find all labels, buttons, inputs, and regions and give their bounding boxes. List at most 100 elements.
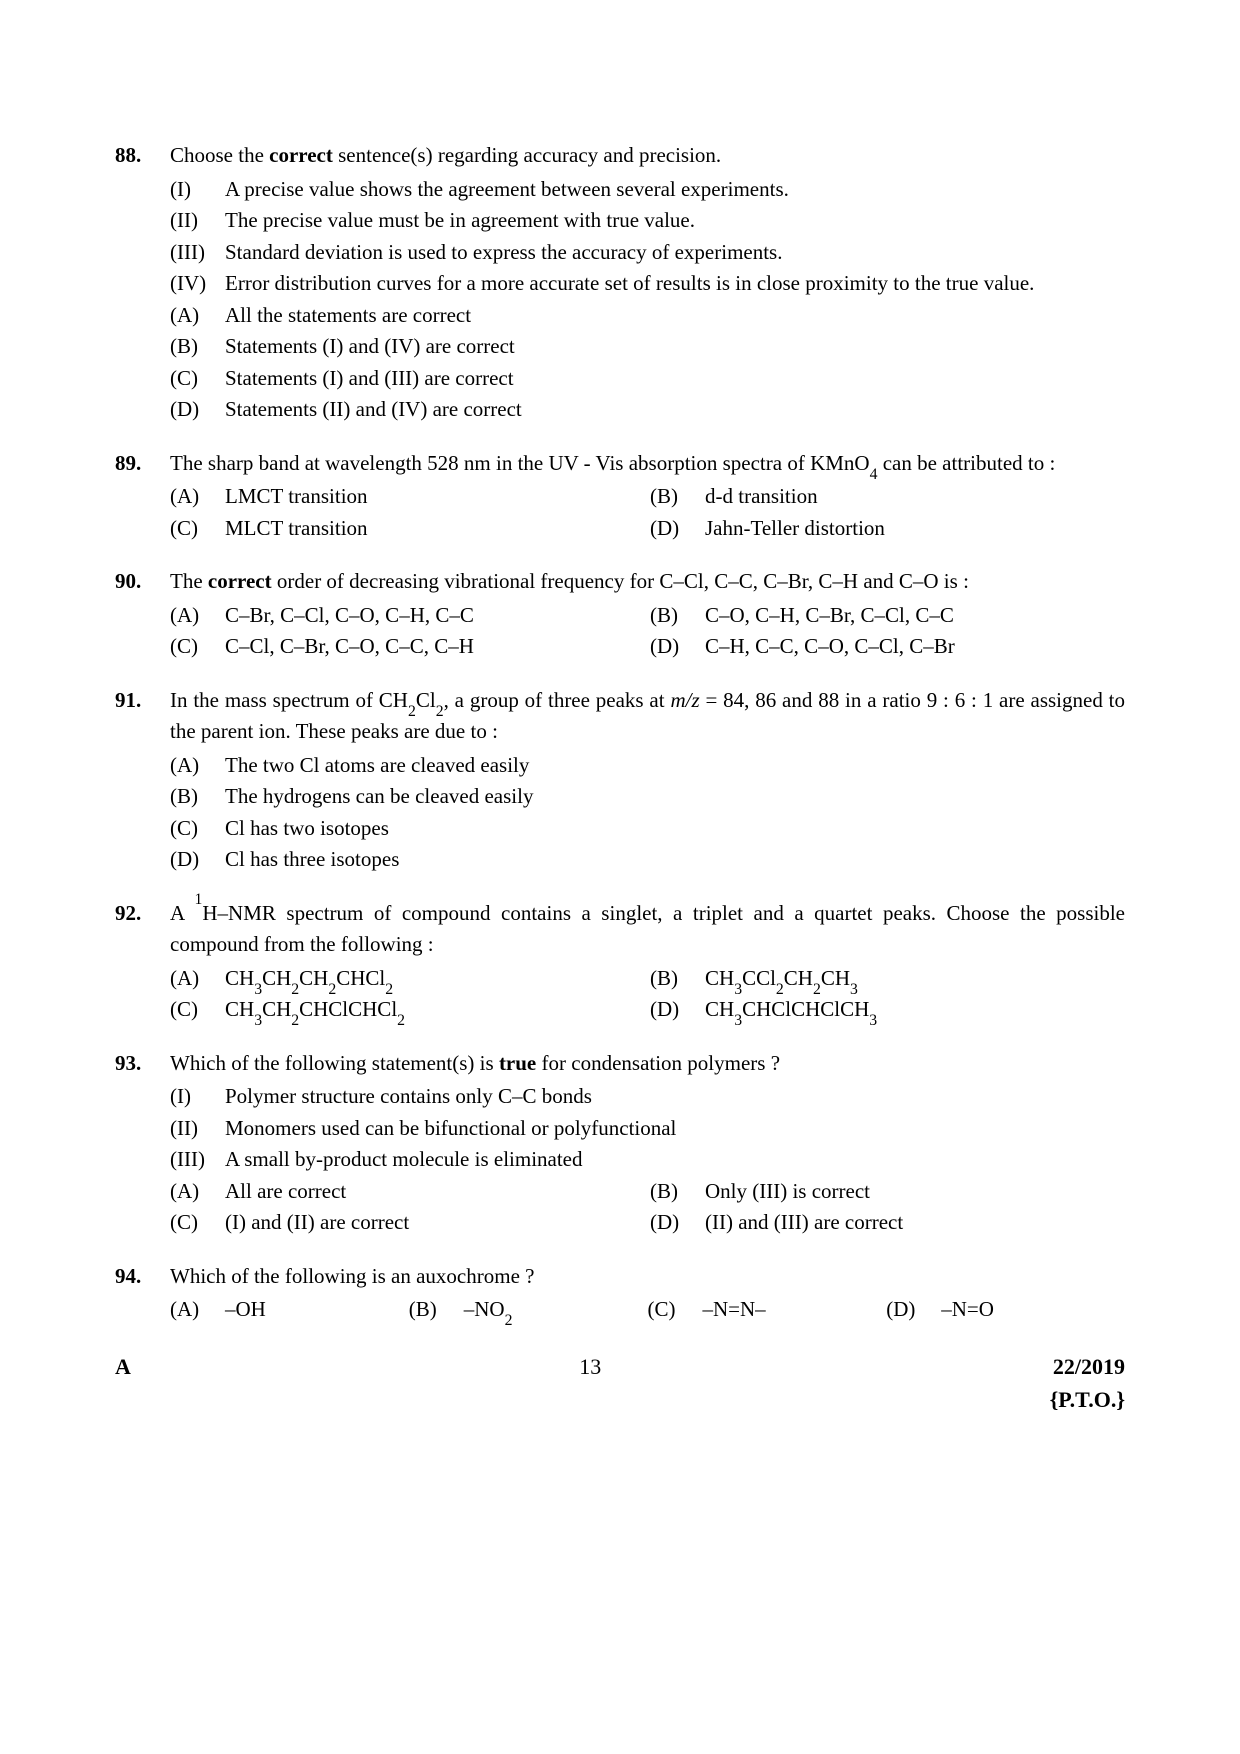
qnum: 93. [115,1048,170,1239]
roman-list: (I)A precise value shows the agreement b… [170,174,1125,300]
paper-code: 22/2019 [1050,1350,1125,1383]
option-d: (D) CH3CHClCHClCH3 [650,994,1125,1026]
footer-left: A [115,1350,131,1383]
opt-label: (A) [170,963,225,995]
stem-text: , a group of three peaks at [444,688,671,712]
qbody: Which of the following is an auxochrome … [170,1261,1125,1326]
qnum: 94. [115,1261,170,1326]
option-b: (B)C–O, C–H, C–Br, C–Cl, C–C [650,600,1125,632]
opt-label: (D) [650,1207,705,1239]
roman-item: (III)Standard deviation is used to expre… [170,237,1125,269]
roman-label: (I) [170,174,225,206]
opt-text: The two Cl atoms are cleaved easily [225,750,1125,782]
roman-item: (I)Polymer structure contains only C–C b… [170,1081,1125,1113]
opt-label: (B) [170,331,225,363]
option-b: (B) CH3CCl2CH2CH3 [650,963,1125,995]
stem: The correct order of decreasing vibratio… [170,566,1125,598]
question-89: 89. The sharp band at wavelength 528 nm … [115,448,1125,545]
roman-item: (IV)Error distribution curves for a more… [170,268,1125,300]
option-d: (D)Cl has three isotopes [170,844,1125,876]
superscript: 1 [195,891,203,908]
qbody: Which of the following statement(s) is t… [170,1048,1125,1239]
option-b: (B)–NO2 [409,1294,648,1326]
subscript: 2 [436,703,444,720]
opt-label: (B) [650,1176,705,1208]
roman-text: Monomers used can be bifunctional or pol… [225,1113,1125,1145]
opt-label: (A) [170,600,225,632]
roman-label: (I) [170,1081,225,1113]
opt-label: (D) [886,1294,941,1326]
subscript: 4 [870,466,878,483]
stem-bold: true [499,1051,536,1075]
footer-page-number: 13 [131,1350,1050,1383]
roman-label: (III) [170,1144,225,1176]
roman-item: (III)A small by-product molecule is elim… [170,1144,1125,1176]
mz: m/z [670,688,699,712]
stem: In the mass spectrum of CH2Cl2, a group … [170,685,1125,748]
qbody: In the mass spectrum of CH2Cl2, a group … [170,685,1125,876]
opt-text: Cl has two isotopes [225,813,1125,845]
opt-text: C–O, C–H, C–Br, C–Cl, C–C [705,600,1125,632]
opt-text: MLCT transition [225,513,650,545]
opt-text: All the statements are correct [225,300,1125,332]
opt-text: CH3CCl2CH2CH3 [705,963,1125,995]
opt-text: C–Cl, C–Br, C–O, C–C, C–H [225,631,650,663]
option-a: (A)All the statements are correct [170,300,1125,332]
opt-label: (C) [170,994,225,1026]
opt-text: CH3CH2CH2CHCl2 [225,963,650,995]
options-row: (A)All are correct (B)Only (III) is corr… [170,1176,1125,1208]
pto: {P.T.O.} [1050,1383,1125,1416]
roman-text: A precise value shows the agreement betw… [225,174,1125,206]
roman-item: (II)Monomers used can be bifunctional or… [170,1113,1125,1145]
roman-label: (II) [170,1113,225,1145]
stem-text: Which of the following statement(s) is [170,1051,499,1075]
options-row: (A)LMCT transition (B)d-d transition [170,481,1125,513]
stem: Choose the correct sentence(s) regarding… [170,140,1125,172]
question-92: 92. A 1H–NMR spectrum of compound contai… [115,898,1125,1026]
stem: Which of the following statement(s) is t… [170,1048,1125,1080]
qbody: Choose the correct sentence(s) regarding… [170,140,1125,426]
footer-right: 22/2019 {P.T.O.} [1050,1350,1125,1416]
question-93: 93. Which of the following statement(s) … [115,1048,1125,1239]
opt-label: (B) [409,1294,464,1326]
roman-label: (IV) [170,268,225,300]
options-row: (C)C–Cl, C–Br, C–O, C–C, C–H (D)C–H, C–C… [170,631,1125,663]
option-c: (C)Statements (I) and (III) are correct [170,363,1125,395]
opt-text: d-d transition [705,481,1125,513]
roman-label: (III) [170,237,225,269]
option-d: (D)–N=O [886,1294,1125,1326]
roman-text: Error distribution curves for a more acc… [225,268,1125,300]
exam-page: 88. Choose the correct sentence(s) regar… [0,0,1240,1476]
stem-text: In the mass spectrum of CH [170,688,408,712]
question-91: 91. In the mass spectrum of CH2Cl2, a gr… [115,685,1125,876]
qnum: 92. [115,898,170,1026]
roman-text: The precise value must be in agreement w… [225,205,1125,237]
option-c: (C)Cl has two isotopes [170,813,1125,845]
stem-text: Choose the [170,143,269,167]
stem-text: order of decreasing vibrational frequenc… [272,569,969,593]
option-d: (D)C–H, C–C, C–O, C–Cl, C–Br [650,631,1125,663]
roman-text: Standard deviation is used to express th… [225,237,1125,269]
opt-text: –N=O [941,1294,1125,1326]
stem-text: sentence(s) regarding accuracy and preci… [333,143,721,167]
option-a: (A)The two Cl atoms are cleaved easily [170,750,1125,782]
opt-label: (B) [650,963,705,995]
opt-label: (C) [648,1294,703,1326]
question-94: 94. Which of the following is an auxochr… [115,1261,1125,1326]
opt-label: (C) [170,513,225,545]
opt-text: C–H, C–C, C–O, C–Cl, C–Br [705,631,1125,663]
subscript: 2 [505,1312,513,1329]
opt-label: (C) [170,1207,225,1239]
opt-text: The hydrogens can be cleaved easily [225,781,1125,813]
question-90: 90. The correct order of decreasing vibr… [115,566,1125,663]
qnum: 90. [115,566,170,663]
options-row: (A) CH3CH2CH2CHCl2 (B) CH3CCl2CH2CH3 [170,963,1125,995]
option-a: (A)LMCT transition [170,481,650,513]
opt-label: (B) [170,781,225,813]
question-88: 88. Choose the correct sentence(s) regar… [115,140,1125,426]
opt-label: (C) [170,813,225,845]
opt-label: (D) [650,513,705,545]
stem: A 1H–NMR spectrum of compound contains a… [170,898,1125,961]
stem-text: The sharp band at wavelength 528 nm in t… [170,451,870,475]
options-row: (C)MLCT transition (D)Jahn-Teller distor… [170,513,1125,545]
